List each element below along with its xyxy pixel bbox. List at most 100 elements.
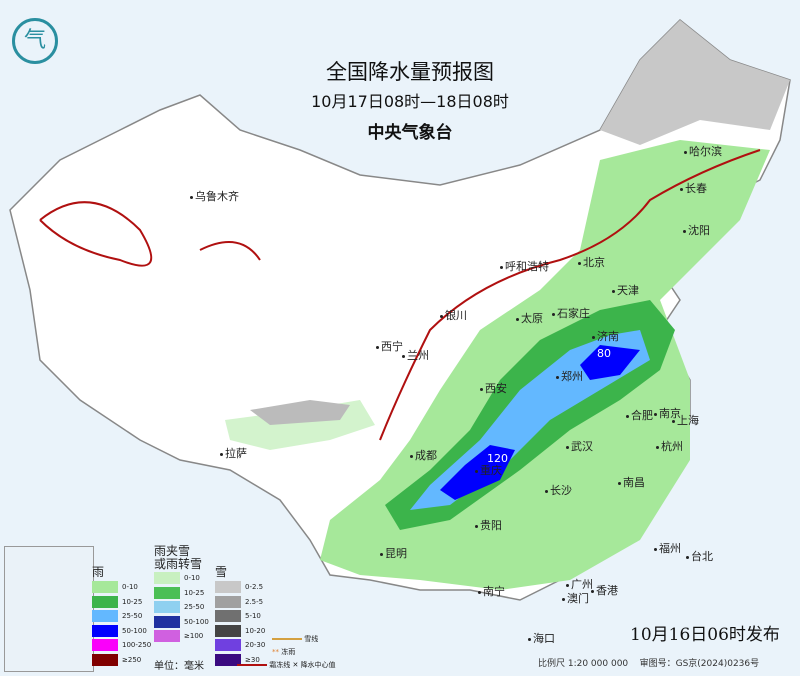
legend-swatch — [92, 624, 118, 637]
agency: 中央气象台 — [367, 123, 453, 143]
legend-swatch — [92, 639, 118, 651]
legend-label: 0-2.5 — [245, 583, 264, 591]
legend-label: 20-30 — [245, 641, 266, 649]
city-label: 济南 — [592, 328, 619, 344]
legend-swatch — [92, 581, 118, 593]
legend-label: 10-25 — [184, 588, 205, 597]
city-label: 石家庄 — [552, 305, 590, 321]
footer: 比例尺 1:20 000 000 审图号：GS京(2024)0236号 — [538, 656, 759, 669]
legend-swatch — [215, 639, 241, 651]
city-label: 西安 — [480, 380, 507, 396]
legend-item-snow: 10-20 — [215, 624, 265, 638]
legend-item-rain: 25-50 — [92, 609, 151, 623]
legend-label: 5-10 — [245, 612, 261, 620]
legend-label: 2.5-5 — [245, 597, 264, 606]
rain-50-100-area-north — [580, 345, 640, 380]
city-label: 银川 — [440, 307, 467, 323]
legend: 雨 0-10 10-25 25-50 50-100 100-250 ≥250 雨夹雪 或雨转… — [92, 544, 392, 672]
legend-item-snow: 2.5-5 — [215, 595, 265, 609]
legend-item-sleet: 10-25 — [154, 586, 209, 600]
legend-swatch — [154, 572, 180, 584]
legend-label: 50-100 — [122, 626, 147, 635]
city-label: 台北 — [686, 548, 713, 564]
city-label: 长沙 — [545, 482, 572, 498]
legend-label: 25-50 — [122, 612, 143, 620]
legend-rain-title: 雨 — [92, 565, 105, 579]
legend-label: 25-50 — [184, 603, 205, 611]
city-label: 西宁 — [376, 338, 403, 354]
legend-item-snow: ≥30 — [215, 653, 265, 667]
city-label: 南宁 — [478, 583, 505, 599]
legend-sleet-title: 雨夹雪 或雨转雪 — [154, 544, 203, 571]
legend-label: ≥100 — [184, 632, 204, 640]
city-label: 拉萨 — [220, 445, 247, 461]
city-label: 广州 — [566, 576, 593, 592]
legend-line: ** 冻雨 — [272, 648, 296, 656]
legend-item-rain: ≥250 — [92, 653, 151, 667]
legend-label: 0-10 — [184, 574, 200, 582]
legend-swatch — [154, 586, 180, 599]
legend-item-snow: 0-2.5 — [215, 580, 265, 594]
city-label: 北京 — [578, 254, 605, 270]
city-label: 天津 — [612, 282, 639, 298]
city-label: 福州 — [654, 540, 681, 556]
city-label: 上海 — [672, 412, 699, 428]
legend-swatch — [92, 595, 118, 608]
legend-item-snow: 20-30 — [215, 638, 265, 652]
city-label: 海口 — [528, 630, 555, 646]
scale-text: 比例尺 1:20 000 000 — [538, 659, 629, 669]
city-label: 武汉 — [566, 438, 593, 454]
snow-area-plateau — [250, 400, 350, 425]
legend-label: ≥250 — [122, 655, 142, 664]
map-title: 全国降水量预报图 — [326, 60, 494, 84]
legend-label: 0-10 — [122, 583, 138, 591]
city-label: 香港 — [591, 582, 618, 598]
legend-swatch — [92, 653, 118, 666]
city-label: 郑州 — [556, 368, 583, 384]
city-label: 重庆 — [475, 462, 502, 478]
legend-item-sleet: 50-100 — [154, 615, 209, 629]
legend-swatch — [92, 610, 118, 622]
legend-item-rain: 100-250 — [92, 638, 151, 652]
legend-swatch — [154, 615, 180, 628]
city-label: 昆明 — [380, 545, 407, 561]
legend-label: 10-20 — [245, 626, 266, 635]
legend-line: 霜冻线 ✕ 降水中心值 — [237, 659, 336, 672]
city-label: 杭州 — [656, 438, 683, 454]
legend-label: 10-25 — [122, 597, 143, 606]
center-value: 80 — [597, 347, 611, 360]
legend-item-snow: 5-10 — [215, 609, 265, 623]
city-label: 呼和浩特 — [500, 258, 549, 274]
legend-snow-title: 雪 — [215, 565, 228, 579]
city-label: 贵阳 — [475, 517, 502, 533]
legend-item-rain: 0-10 — [92, 580, 151, 594]
legend-swatch — [215, 595, 241, 608]
city-label: 南昌 — [618, 474, 645, 490]
cma-logo: 气 — [12, 18, 58, 64]
legend-label: 100-250 — [122, 641, 152, 649]
issue-time: 10月16日06时发布 — [630, 625, 780, 645]
legend-swatch — [215, 653, 241, 666]
legend-item-sleet: 25-50 — [154, 600, 209, 614]
snow-area-northeast — [600, 20, 790, 145]
city-label: 澳门 — [562, 590, 589, 606]
legend-item-rain: 50-100 — [92, 624, 151, 638]
legend-swatch — [215, 610, 241, 622]
city-label: 合肥 — [626, 407, 653, 423]
review-number: 审图号：GS京(2024)0236号 — [639, 659, 760, 669]
city-label: 太原 — [516, 310, 543, 326]
legend-unit: 单位：毫米 — [154, 661, 204, 672]
legend-item-sleet: ≥100 — [154, 629, 209, 643]
legend-item-rain: 10-25 — [92, 595, 151, 609]
city-label: 哈尔滨 — [684, 143, 722, 159]
legend-swatch — [154, 601, 180, 613]
legend-label: ≥30 — [245, 655, 260, 664]
legend-label: 50-100 — [184, 617, 209, 626]
legend-line: 雪线 — [272, 633, 336, 646]
legend-swatch — [215, 581, 241, 593]
city-label: 乌鲁木齐 — [190, 188, 239, 204]
forecast-period: 10月17日08时—18日08时 — [311, 92, 509, 111]
legend-item-sleet: 0-10 — [154, 571, 209, 585]
city-label: 长春 — [680, 180, 707, 196]
